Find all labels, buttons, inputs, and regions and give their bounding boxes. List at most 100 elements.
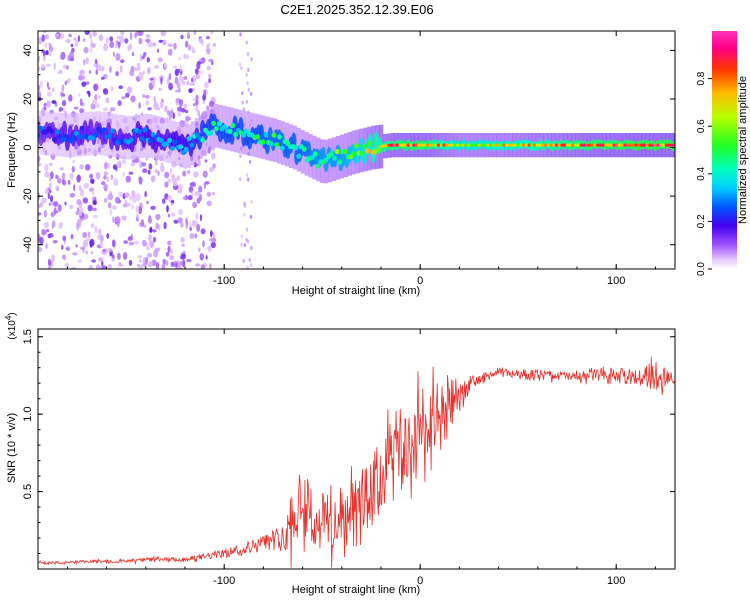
- spectrogram-peak: [353, 143, 359, 149]
- spectrogram-speckle: [112, 164, 118, 170]
- spectrogram-peak: [296, 153, 302, 159]
- spectrogram-speckle: [41, 34, 45, 42]
- colorbar-tick-label: 0.8: [696, 71, 707, 85]
- spectrogram-speckle: [196, 62, 201, 70]
- spectrogram-speckle: [90, 223, 95, 228]
- spectrogram-peak: [541, 143, 545, 147]
- spectrogram-speckle: [129, 196, 133, 201]
- spectrogram-speckle: [95, 172, 101, 180]
- spectrogram-speckle: [167, 245, 171, 253]
- spectrogram-speckle: [194, 191, 201, 197]
- spectrogram-speckle: [64, 201, 67, 206]
- spectrogram-speckle: [109, 66, 112, 73]
- spectrogram-speckle: [247, 177, 250, 182]
- spectrogram-ytick-label: 20: [22, 93, 34, 105]
- spectrogram-speckle: [81, 81, 87, 87]
- spectrogram-speckle: [49, 43, 52, 50]
- spectrogram-speckle: [142, 93, 146, 99]
- spectrogram-speckle: [208, 100, 215, 108]
- spectrogram-speckle: [146, 252, 153, 258]
- spectrogram-speckle: [38, 246, 43, 253]
- spectrogram-peak: [568, 143, 573, 147]
- spectrogram-speckle: [170, 202, 174, 207]
- spectrogram-speckle: [78, 93, 81, 97]
- spectrogram-speckle: [96, 264, 101, 269]
- spectrogram-peak: [208, 130, 214, 136]
- spectrogram-speckle: [134, 32, 138, 39]
- spectrogram-speckle: [161, 198, 166, 205]
- spectrogram-speckle: [66, 78, 72, 82]
- spectrogram-speckle: [112, 216, 115, 224]
- spectrogram-speckle: [194, 233, 198, 239]
- spectrogram-peak: [571, 143, 575, 147]
- spectrogram-speckle: [210, 230, 213, 238]
- spectrogram-peak: [442, 143, 446, 147]
- spectrogram-speckle: [43, 106, 47, 110]
- spectrogram-speckle: [178, 56, 181, 61]
- spectrogram-speckle: [206, 49, 211, 55]
- spectrogram-speckle: [108, 248, 112, 253]
- spectrogram-speckle: [130, 95, 136, 103]
- spectrogram-speckle: [154, 65, 159, 69]
- snr-ylabel: SNR (10 * v/v): [6, 413, 18, 483]
- spectrogram-peak: [497, 143, 501, 147]
- spectrogram-peak: [516, 143, 520, 147]
- snr-multiplier-close: ): [7, 312, 18, 315]
- spectrogram-speckle: [80, 246, 85, 250]
- spectrogram-speckle: [61, 84, 65, 92]
- spectrogram-peak: [71, 134, 77, 140]
- spectrogram-speckle: [143, 224, 147, 228]
- spectrogram-speckle: [38, 162, 42, 166]
- spectrogram-speckle: [56, 70, 61, 75]
- spectrogram-speckle: [140, 219, 145, 227]
- spectrogram-peak: [560, 143, 564, 147]
- spectrogram-speckle: [191, 190, 194, 196]
- spectrogram-speckle: [40, 80, 43, 89]
- spectrogram-speckle: [188, 88, 193, 93]
- spectrogram-speckle: [246, 81, 249, 86]
- spectrogram-speckle: [170, 199, 175, 204]
- spectrogram-peak: [656, 143, 660, 147]
- colorbar-ticks: 0.0 0.2 0.4 0.6 0.8: [696, 71, 712, 276]
- spectrogram-speckle: [176, 175, 180, 181]
- spectrogram-speckle: [134, 67, 138, 72]
- spectrogram-speckle: [187, 170, 191, 174]
- spectrogram-speckle: [121, 215, 127, 221]
- spectrogram-peak: [222, 124, 228, 130]
- spectrogram-peak: [552, 143, 556, 147]
- spectrogram-speckle: [177, 110, 182, 117]
- spectrogram-peak: [527, 143, 531, 147]
- spectrogram-speckle: [208, 58, 214, 63]
- spectrogram-speckle: [164, 181, 169, 188]
- spectrogram-speckle: [100, 66, 105, 72]
- spectrogram-speckle: [55, 33, 60, 38]
- spectrogram-speckle: [138, 160, 143, 169]
- spectrogram-peak: [661, 143, 666, 147]
- spectrogram-peak: [315, 163, 321, 169]
- spectrogram-speckle: [70, 266, 77, 269]
- spectrogram-peak: [494, 143, 499, 147]
- spectrogram-peak: [623, 143, 627, 147]
- spectrogram-speckle: [85, 57, 89, 65]
- spectrogram-peak: [398, 143, 403, 147]
- spectrogram-speckle: [245, 227, 249, 232]
- spectrogram-peak: [381, 144, 386, 148]
- spectrogram-speckle: [200, 264, 205, 269]
- spectrogram-speckle: [240, 234, 243, 239]
- spectrogram-speckle: [90, 251, 94, 255]
- spectrogram-speckle: [115, 71, 119, 77]
- spectrogram-speckle: [113, 178, 119, 186]
- spectrogram-speckle: [151, 80, 155, 86]
- spectrogram-speckle: [168, 114, 172, 120]
- spectrogram-speckle: [107, 193, 114, 201]
- spectrogram-speckle: [101, 265, 107, 269]
- spectrogram-peak: [52, 137, 57, 143]
- spectrogram-peak: [648, 143, 652, 147]
- spectrogram-peak: [395, 143, 400, 147]
- colorbar-gradient: [712, 31, 737, 269]
- spectrogram-peak: [612, 143, 616, 147]
- spectrogram-peak: [502, 143, 507, 147]
- spectrogram-speckle: [157, 57, 163, 62]
- spectrogram-speckle: [128, 259, 133, 266]
- spectrogram-speckle: [47, 192, 50, 199]
